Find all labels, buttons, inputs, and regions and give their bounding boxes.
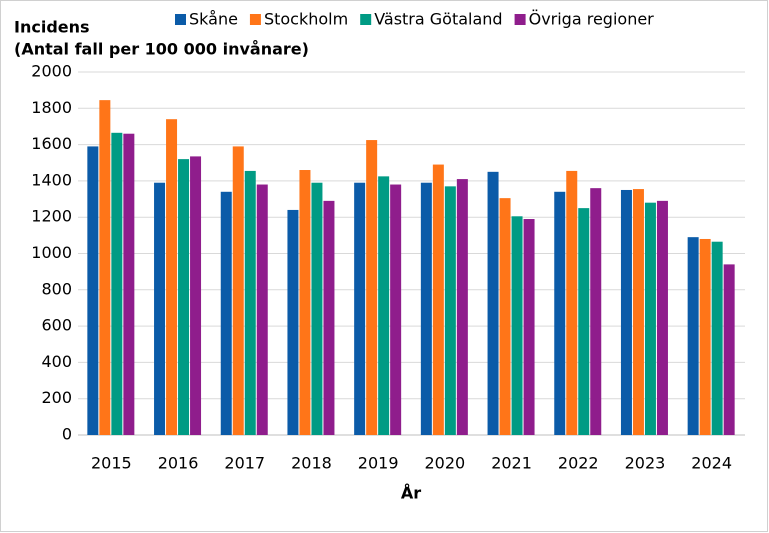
x-tick-label: 2018 [291,454,332,473]
bar [456,179,468,435]
x-axis-label: År [401,484,421,503]
bar [487,171,499,435]
bar [687,237,699,435]
bar [511,216,523,435]
y-tick-label: 1200 [31,207,72,226]
bar [644,202,656,435]
x-tick-label: 2017 [224,454,265,473]
bar [256,184,268,435]
bar [311,182,323,435]
bar [87,146,99,436]
bar [220,191,232,435]
bar [378,176,390,436]
bar [578,208,590,435]
bar [287,209,299,435]
y-tick-label: 2000 [31,62,72,81]
y-tick-label: 600 [41,316,72,335]
legend-swatch [514,14,526,25]
bar [656,200,668,435]
bar [711,241,723,435]
bar [390,184,402,435]
bar [178,159,190,435]
legend-label: Stockholm [264,10,348,29]
legend-label: Övriga regioner [529,10,655,29]
bar [554,191,566,435]
y-tick-label: 1800 [31,98,72,117]
bar [566,170,578,436]
y-tick-label: 1400 [31,170,72,189]
x-tick-label: 2016 [158,454,199,473]
bar [366,140,378,435]
legend-swatch [175,14,186,25]
bar [723,264,735,435]
bar [632,189,644,435]
y-tick-label: 0 [62,425,72,444]
bar [420,182,432,435]
bar [190,156,202,435]
bar [99,100,111,435]
bar [432,164,444,435]
bar [444,186,456,435]
x-tick-label: 2019 [358,454,399,473]
bar [244,170,256,436]
bar [523,219,535,435]
legend-label: Västra Götaland [374,10,502,29]
legend-swatch [249,14,261,25]
legend-swatch [360,14,372,25]
y-tick-label: 800 [41,279,72,298]
bar [620,189,632,435]
x-tick-label: 2021 [491,454,532,473]
x-tick-label: 2023 [625,454,666,473]
x-tick-label: 2024 [691,454,732,473]
legend-label: Skåne [189,10,238,29]
y-tick-label: 400 [41,352,72,371]
bar [499,198,511,435]
y-tick-label: 200 [41,388,72,407]
bar [323,200,335,435]
x-tick-label: 2020 [424,454,465,473]
y-axis-label: (Antal fall per 100 000 invånare) [14,40,309,59]
bar [123,133,135,435]
bar [166,119,178,435]
y-tick-label: 1600 [31,134,72,153]
x-tick-label: 2015 [91,454,132,473]
bar [590,188,602,435]
bar [154,182,166,435]
bar [111,132,123,436]
x-tick-label: 2022 [558,454,599,473]
y-tick-label: 1000 [31,243,72,262]
bar [699,238,711,435]
y-axis-label: Incidens [14,18,90,37]
bar [299,170,311,435]
bar [354,182,366,435]
bar [232,146,244,436]
